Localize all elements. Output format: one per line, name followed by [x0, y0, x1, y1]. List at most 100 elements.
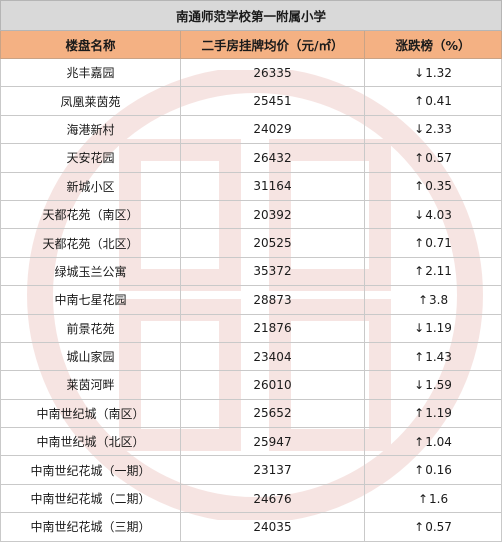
header-change-pct: 涨跌榜（%） [363, 30, 502, 59]
change-pct-value: 2.11 [425, 264, 452, 279]
change-pct-cell: ↑3.8 [363, 285, 502, 315]
estate-name-cell: 中南世纪花城（二期） [0, 483, 181, 514]
estate-name-cell: 中南世纪城（南区） [0, 398, 181, 429]
avg-price-cell: 20525 [180, 228, 365, 258]
avg-price-cell: 25947 [180, 427, 365, 457]
estate-name-cell: 城山家园 [0, 341, 181, 372]
arrow-up-icon: ↑ [414, 349, 425, 364]
change-pct-value: 0.35 [425, 179, 452, 194]
estate-name-cell: 凤凰莱茵苑 [0, 86, 181, 116]
change-pct-cell: ↓2.33 [363, 114, 502, 145]
estate-name-cell: 新城小区 [0, 171, 181, 201]
table-row: 中南世纪花城（一期） 23137 ↑0.16 [0, 455, 502, 485]
change-pct-cell: ↑2.11 [363, 256, 502, 287]
avg-price-cell: 21876 [180, 313, 365, 343]
change-pct-value: 1.6 [429, 491, 449, 506]
arrow-down-icon: ↓ [414, 65, 425, 80]
table-row: 中南世纪城（北区） 25947 ↑1.04 [0, 427, 502, 457]
arrow-up-icon: ↑ [414, 94, 425, 109]
change-pct-value: 1.32 [425, 65, 452, 80]
change-pct-cell: ↑0.57 [363, 512, 502, 542]
table-row: 天都花苑（北区） 20525 ↑0.71 [0, 228, 502, 258]
arrow-up-icon: ↑ [414, 434, 425, 449]
arrow-up-icon: ↑ [417, 491, 428, 506]
arrow-up-icon: ↑ [414, 150, 425, 165]
change-pct-cell: ↑0.57 [363, 143, 502, 173]
change-pct-value: 4.03 [425, 207, 452, 222]
estate-name-cell: 中南世纪花城（三期） [0, 512, 181, 542]
change-pct-cell: ↑1.04 [363, 427, 502, 457]
arrow-up-icon: ↑ [414, 463, 425, 478]
change-pct-value: 0.57 [425, 519, 452, 534]
estate-name-cell: 海港新村 [0, 114, 181, 145]
header-avg-price: 二手房挂牌均价（元/㎡） [180, 30, 365, 59]
estate-name-cell: 天安花园 [0, 143, 181, 173]
avg-price-cell: 26335 [180, 57, 365, 88]
change-pct-value: 0.57 [425, 150, 452, 165]
avg-price-cell: 24029 [180, 114, 365, 145]
arrow-up-icon: ↑ [417, 292, 428, 307]
change-pct-cell: ↓1.19 [363, 313, 502, 343]
table-row: 天都花苑（南区） 20392 ↓4.03 [0, 199, 502, 230]
avg-price-cell: 31164 [180, 171, 365, 201]
estate-name-cell: 前景花苑 [0, 313, 181, 343]
avg-price-cell: 25652 [180, 398, 365, 429]
table-row: 中南世纪花城（三期） 24035 ↑0.57 [0, 512, 502, 542]
estate-name-cell: 莱茵河畔 [0, 370, 181, 400]
table-row: 中南世纪城（南区） 25652 ↑1.19 [0, 398, 502, 429]
avg-price-cell: 26432 [180, 143, 365, 173]
estate-name-cell: 绿城玉兰公寓 [0, 256, 181, 287]
table-row: 中南七星花园 28873 ↑3.8 [0, 285, 502, 315]
arrow-down-icon: ↓ [414, 122, 425, 137]
change-pct-cell: ↑0.41 [363, 86, 502, 116]
change-pct-value: 1.19 [425, 321, 452, 336]
table-row: 莱茵河畔 26010 ↓1.59 [0, 370, 502, 400]
avg-price-cell: 24035 [180, 512, 365, 542]
change-pct-cell: ↓1.32 [363, 57, 502, 88]
estate-name-cell: 兆丰嘉园 [0, 57, 181, 88]
change-pct-value: 2.33 [425, 122, 452, 137]
table-row: 中南世纪花城（二期） 24676 ↑1.6 [0, 483, 502, 514]
table-row: 新城小区 31164 ↑0.35 [0, 171, 502, 201]
change-pct-cell: ↑1.6 [363, 483, 502, 514]
avg-price-cell: 24676 [180, 483, 365, 514]
estate-name-cell: 中南七星花园 [0, 285, 181, 315]
change-pct-value: 0.71 [425, 236, 452, 251]
change-pct-value: 0.41 [425, 94, 452, 109]
change-pct-cell: ↑1.43 [363, 341, 502, 372]
table-row: 绿城玉兰公寓 35372 ↑2.11 [0, 256, 502, 287]
change-pct-value: 1.19 [425, 406, 452, 421]
avg-price-cell: 26010 [180, 370, 365, 400]
avg-price-cell: 25451 [180, 86, 365, 116]
arrow-up-icon: ↑ [414, 519, 425, 534]
arrow-down-icon: ↓ [414, 377, 425, 392]
table-row: 城山家园 23404 ↑1.43 [0, 341, 502, 372]
estate-name-cell: 中南世纪花城（一期） [0, 455, 181, 485]
table-title: 南通师范学校第一附属小学 [0, 0, 502, 31]
table-row: 兆丰嘉园 26335 ↓1.32 [0, 57, 502, 88]
estate-name-cell: 天都花苑（南区） [0, 199, 181, 230]
change-pct-cell: ↓4.03 [363, 199, 502, 230]
estate-name-cell: 中南世纪城（北区） [0, 427, 181, 457]
avg-price-cell: 23404 [180, 341, 365, 372]
header-estate-name: 楼盘名称 [0, 30, 181, 59]
arrow-down-icon: ↓ [414, 321, 425, 336]
change-pct-cell: ↑1.19 [363, 398, 502, 429]
avg-price-cell: 20392 [180, 199, 365, 230]
table-row: 海港新村 24029 ↓2.33 [0, 114, 502, 145]
table-row: 凤凰莱茵苑 25451 ↑0.41 [0, 86, 502, 116]
arrow-up-icon: ↑ [414, 236, 425, 251]
change-pct-value: 3.8 [429, 292, 449, 307]
change-pct-cell: ↓1.59 [363, 370, 502, 400]
change-pct-value: 0.16 [425, 463, 452, 478]
arrow-up-icon: ↑ [414, 406, 425, 421]
arrow-up-icon: ↑ [414, 264, 425, 279]
table-row: 前景花苑 21876 ↓1.19 [0, 313, 502, 343]
arrow-down-icon: ↓ [414, 207, 425, 222]
estate-name-cell: 天都花苑（北区） [0, 228, 181, 258]
change-pct-value: 1.04 [425, 434, 452, 449]
change-pct-value: 1.43 [425, 349, 452, 364]
change-pct-cell: ↑0.35 [363, 171, 502, 201]
